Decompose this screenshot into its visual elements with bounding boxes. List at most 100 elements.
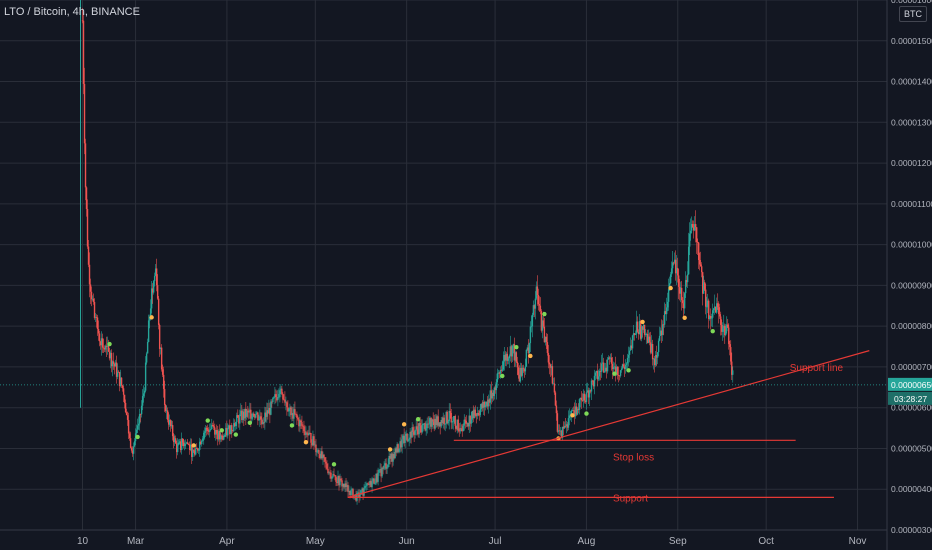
candle-body xyxy=(299,420,301,427)
candle-body xyxy=(553,383,556,393)
candle-body xyxy=(362,488,364,496)
candle-body xyxy=(589,390,592,392)
candle-body xyxy=(86,209,89,247)
candle-body xyxy=(91,298,94,300)
candle-body xyxy=(279,390,281,395)
signal-marker xyxy=(191,443,196,448)
candle-body xyxy=(186,442,188,444)
candle-body xyxy=(649,342,652,353)
candle-body xyxy=(123,394,126,403)
candle-body xyxy=(555,405,558,414)
candle-body xyxy=(451,421,453,423)
candle-body xyxy=(572,410,575,411)
candle-body xyxy=(165,410,168,412)
candle-body xyxy=(603,371,606,373)
candle-body xyxy=(636,321,639,332)
y-tick-label: 0.00000400 xyxy=(891,484,932,494)
candle-body xyxy=(606,359,609,372)
candle-body xyxy=(595,370,598,373)
candle-body xyxy=(159,347,162,349)
signal-marker xyxy=(542,311,547,317)
candle-body xyxy=(263,422,265,424)
candle-body xyxy=(701,266,703,273)
candle-body xyxy=(505,353,508,361)
candle-body xyxy=(573,410,576,417)
candle-body xyxy=(574,406,577,417)
candle-body xyxy=(286,402,288,408)
candle-body xyxy=(518,374,521,382)
candle-body xyxy=(449,410,451,413)
candle-body xyxy=(467,423,469,427)
candle-body xyxy=(530,326,533,328)
candle-body xyxy=(425,428,427,431)
candle-body xyxy=(216,430,218,434)
candle-body xyxy=(501,369,504,371)
candle-body xyxy=(339,478,341,486)
candle-body xyxy=(225,427,227,435)
candle-body xyxy=(203,432,205,439)
candle-body xyxy=(127,419,130,434)
support-trendline[interactable] xyxy=(347,350,870,498)
candle-body xyxy=(421,425,423,433)
candle-body xyxy=(438,422,440,426)
currency-button[interactable]: BTC xyxy=(899,6,927,22)
candle-body xyxy=(550,366,553,368)
candle-body xyxy=(616,366,619,375)
candle-body xyxy=(577,408,580,410)
candle-body xyxy=(212,424,214,427)
candle-body xyxy=(92,298,95,302)
candle-body xyxy=(434,418,436,429)
candle-body xyxy=(491,392,493,399)
candle-body xyxy=(162,374,165,389)
candle-body xyxy=(546,342,549,353)
candle-body xyxy=(239,414,241,424)
candle-body xyxy=(416,426,418,430)
signal-marker xyxy=(205,418,210,423)
x-tick-label: Sep xyxy=(669,536,687,547)
candle-body xyxy=(167,419,170,425)
y-tick-label: 0.00000600 xyxy=(891,403,932,413)
candle-body xyxy=(656,352,659,358)
candle-body xyxy=(309,432,311,434)
candle-body xyxy=(150,288,153,309)
candle-body xyxy=(260,416,262,420)
candle-body xyxy=(688,233,691,247)
candle-body xyxy=(375,473,377,484)
candle-body xyxy=(687,246,690,275)
candle-body xyxy=(107,345,110,352)
signal-marker xyxy=(135,434,140,440)
candle-body xyxy=(402,435,404,440)
candle-body xyxy=(296,414,298,418)
candle-body xyxy=(469,415,471,424)
candle-body xyxy=(250,409,252,419)
candle-body xyxy=(231,425,233,431)
candle-body xyxy=(124,402,127,413)
candle-body xyxy=(270,401,272,415)
candle-body xyxy=(379,469,381,470)
candle-body xyxy=(145,353,148,363)
signal-marker xyxy=(331,462,337,467)
candle-body xyxy=(307,433,309,436)
candle-body xyxy=(312,436,314,446)
candle-body xyxy=(170,425,173,427)
candle-body xyxy=(604,367,607,372)
candle-body xyxy=(541,320,544,331)
candle-body xyxy=(480,404,482,410)
candle-body xyxy=(259,416,261,420)
candle-body xyxy=(85,187,88,210)
candle-body xyxy=(371,481,373,488)
candle-body xyxy=(521,367,524,376)
y-tick-label: 0.00001300 xyxy=(891,117,932,127)
candle-body xyxy=(433,421,435,429)
candle-body xyxy=(206,427,208,430)
candle-body xyxy=(382,467,384,469)
candle-body xyxy=(478,414,480,416)
candle-body xyxy=(291,413,293,416)
candle-body xyxy=(353,494,355,498)
candle-body xyxy=(430,418,432,427)
candle-body xyxy=(293,409,295,419)
candle-body xyxy=(483,402,485,408)
candle-body xyxy=(289,407,291,409)
